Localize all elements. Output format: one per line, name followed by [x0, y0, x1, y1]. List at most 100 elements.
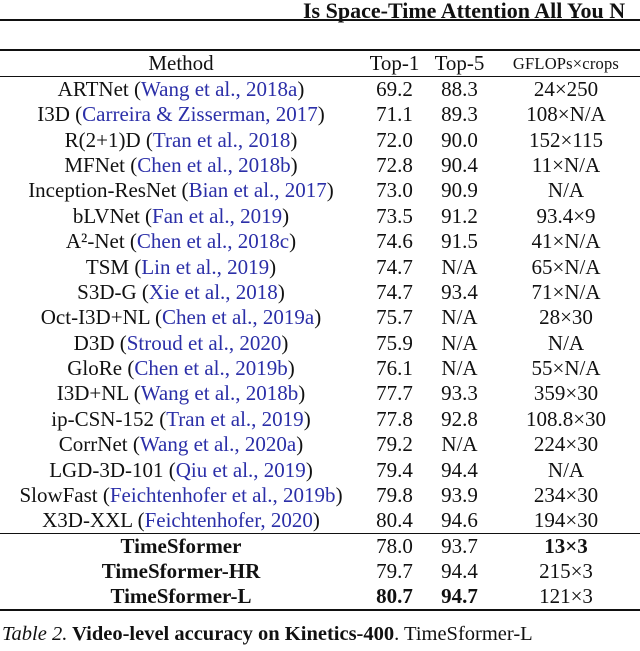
gflops-cell: 152×115 [528, 127, 604, 152]
gflops-cell: 71×N/A [531, 279, 601, 304]
citation-link[interactable]: Feichtenhofer et al., 2019b [109, 483, 336, 508]
gflops-cell: 65×N/A [531, 254, 601, 279]
method-name-close: ) [289, 229, 297, 254]
method-name-close: ) [314, 305, 322, 330]
table-row: I3D+NL (Wang et al., 2018b) 77.7 93.3 359×3… [0, 381, 640, 406]
table-header: Method Top-1 Top-5 GFLOPs×crops [0, 50, 640, 77]
table-row: I3D (Carreira & Zisserman, 2017) 71.1 89.3… [0, 102, 640, 127]
table-row: D3D (Stroud et al., 2020) 75.9 N/A N/A [0, 331, 640, 356]
top5-cell: 94.6 [441, 508, 478, 533]
citation-link[interactable]: Bian et al., 2017 [188, 178, 327, 203]
method-name-close: ) [269, 254, 277, 279]
top5-cell: 94.4 [441, 559, 478, 584]
citation-link[interactable]: Stroud et al., 2020 [126, 330, 282, 355]
gflops-cell: 13×3 [544, 534, 588, 559]
table-row: ARTNet (Wang et al., 2018a) 69.2 88.3 24×25… [0, 77, 640, 103]
method-cell: ARTNet (Wang et al., 2018a) [0, 77, 362, 103]
top1-cell: 75.9 [376, 330, 413, 355]
citation-link[interactable]: Chen et al., 2019a [162, 305, 315, 330]
method-name-close: ) [305, 457, 313, 482]
citation-link[interactable]: Wang et al., 2018a [140, 77, 298, 101]
method-cell: TSM (Lin et al., 2019) [0, 254, 362, 279]
gflops-cell: 359×30 [533, 381, 599, 406]
method-name-close: ) [296, 432, 304, 457]
citation-link[interactable]: Xie et al., 2018 [148, 279, 278, 304]
top1-cell: 74.7 [376, 279, 413, 304]
gflops-cell: 24×250 [533, 77, 599, 101]
citation-link[interactable]: Wang et al., 2018b [140, 381, 299, 406]
method-name-close: ) [290, 127, 298, 152]
caption-title: Video-level accuracy on Kinetics-400 [67, 623, 395, 646]
top1-cell: 73.5 [376, 203, 413, 228]
gflops-cell: 93.4×9 [536, 203, 596, 228]
top5-cell: 93.9 [441, 483, 478, 508]
method-cell: GloRe (Chen et al., 2019b) [0, 356, 362, 381]
table-row: LGD-3D-101 (Qiu et al., 2019) 79.4 94.4 N/A [0, 457, 640, 482]
method-name-close: ) [287, 356, 295, 381]
top5-cell: N/A [441, 432, 478, 457]
top5-cell: 94.7 [441, 584, 478, 609]
citation-link[interactable]: Chen et al., 2018c [136, 229, 290, 254]
citation-link[interactable]: Wang et al., 2020a [139, 432, 297, 457]
method-name-close: ) [335, 483, 343, 508]
method-cell: X3D-XXL (Feichtenhofer, 2020) [0, 508, 362, 534]
table-row: MFNet (Chen et al., 2018b) 72.8 90.4 11×N/A [0, 153, 640, 178]
top5-cell: 91.5 [441, 229, 478, 254]
top1-cell: 77.7 [376, 381, 413, 406]
citation-link[interactable]: Chen et al., 2019b [134, 356, 288, 381]
method-name: ip-CSN-152 ( [51, 406, 167, 431]
gflops-cell: 194×30 [533, 508, 599, 533]
table-row: SlowFast (Feichtenhofer et al., 2019b) 79… [0, 483, 640, 508]
top1-cell: 79.2 [376, 432, 413, 457]
method-name-close: ) [312, 508, 320, 533]
top1-cell: 79.4 [376, 457, 413, 482]
method-cell: bLVNet (Fan et al., 2019) [0, 204, 362, 229]
table-row: X3D-XXL (Feichtenhofer, 2020) 80.4 94.6 194… [0, 508, 640, 534]
top1-cell: 80.7 [376, 584, 413, 609]
method-name-close: ) [290, 152, 298, 177]
gflops-cell: 121×3 [539, 584, 593, 609]
method-cell: I3D (Carreira & Zisserman, 2017) [0, 102, 362, 127]
paper-title: Is Space-Time Attention All You N [303, 0, 626, 23]
citation-link[interactable]: Tran et al., 2019 [166, 406, 304, 431]
top1-cell: 75.7 [376, 305, 413, 330]
top5-cell: 92.8 [441, 406, 478, 431]
gflops-cell: N/A [547, 330, 585, 355]
top5-cell: 93.3 [441, 381, 478, 406]
method-name: A²-Net ( [65, 229, 137, 254]
top5-cell: N/A [441, 356, 478, 381]
table-caption: Table 2. Video-level accuracy on Kinetic… [0, 622, 640, 647]
top1-cell: 77.8 [376, 406, 413, 431]
gflops-cell: 224×30 [533, 432, 599, 457]
col-header-gflops: GFLOPs×crops [512, 53, 620, 73]
top1-cell: 74.7 [376, 254, 413, 279]
method-name: MFNet ( [64, 152, 138, 177]
method-name-close: ) [297, 77, 305, 101]
gflops-cell: 234×30 [533, 483, 599, 508]
table-row: TSM (Lin et al., 2019) 74.7 N/A 65×N/A [0, 254, 640, 279]
top5-cell: N/A [441, 330, 478, 355]
top5-cell: 88.3 [441, 77, 478, 101]
method-name: LGD-3D-101 ( [49, 457, 176, 482]
citation-link[interactable]: Tran et al., 2018 [152, 127, 291, 152]
citation-link[interactable]: Carreira & Zisserman, 2017 [82, 102, 318, 127]
method-cell: S3D-G (Xie et al., 2018) [0, 280, 362, 305]
method-name-close: ) [317, 102, 325, 127]
method-name: S3D-G ( [77, 279, 149, 304]
method-cell: D3D (Stroud et al., 2020) [0, 331, 362, 356]
method-name: SlowFast ( [19, 483, 110, 508]
top5-cell: N/A [441, 305, 478, 330]
citation-link[interactable]: Qiu et al., 2019 [175, 457, 306, 482]
caption-rest: . TimeSformer-L [394, 623, 533, 646]
citation-link[interactable]: Lin et al., 2019 [141, 254, 270, 279]
table-row: Oct-I3D+NL (Chen et al., 2019a) 75.7 N/A 28… [0, 305, 640, 330]
method-name: R(2+1)D ( [64, 127, 153, 152]
method-name-close: ) [281, 330, 289, 355]
citation-link[interactable]: Chen et al., 2018b [137, 152, 291, 177]
table-row: Inception-ResNet (Bian et al., 2017) 73.0… [0, 178, 640, 203]
citation-link[interactable]: Feichtenhofer, 2020 [144, 508, 313, 533]
timesformer-rows: TimeSformer 78.0 93.7 13×3 TimeSformer-HR 79.… [0, 534, 640, 611]
citation-link[interactable]: Fan et al., 2019 [152, 203, 283, 228]
results-table: Method Top-1 Top-5 GFLOPs×crops ARTNet (… [0, 49, 640, 612]
